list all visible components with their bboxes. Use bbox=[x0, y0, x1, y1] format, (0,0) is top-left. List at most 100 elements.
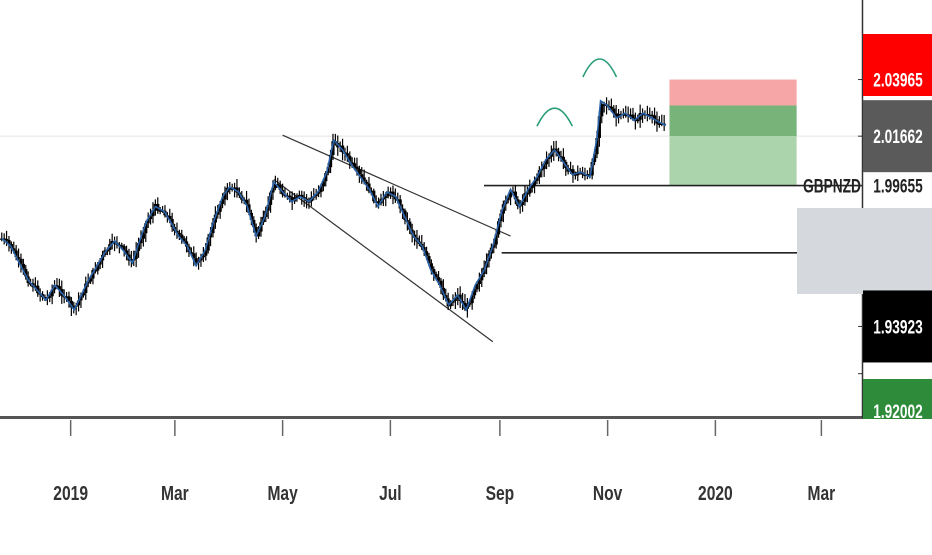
candle-body bbox=[21, 263, 25, 269]
candle-body bbox=[511, 191, 515, 194]
candle-body bbox=[139, 238, 143, 244]
candle-body bbox=[360, 174, 364, 178]
candle-body bbox=[110, 240, 114, 245]
candle-body bbox=[120, 245, 124, 247]
candle-body bbox=[429, 263, 433, 270]
candle-body bbox=[4, 238, 9, 241]
channel-lower-line bbox=[273, 179, 494, 343]
candle-body bbox=[208, 233, 213, 238]
candle-body bbox=[316, 192, 321, 194]
candle-body bbox=[72, 306, 76, 308]
candle-body bbox=[532, 180, 537, 186]
symbol-tag: GBPNZD bbox=[803, 175, 861, 197]
candle-body bbox=[141, 233, 145, 239]
candle-body bbox=[254, 227, 258, 237]
candle-body bbox=[554, 148, 558, 152]
candle-body bbox=[232, 187, 237, 189]
candle-body bbox=[631, 114, 635, 119]
x-tick-label-3: May bbox=[267, 482, 297, 504]
candle-body bbox=[2, 238, 6, 240]
candle-body bbox=[547, 156, 551, 160]
candle-body bbox=[460, 301, 465, 303]
x-tick-label-1: 2019 bbox=[53, 482, 88, 504]
candle-body bbox=[463, 302, 467, 309]
candle-body bbox=[350, 162, 354, 164]
candle-body bbox=[91, 270, 95, 279]
candle-body bbox=[530, 185, 534, 189]
candle-body bbox=[513, 191, 517, 200]
candle-body bbox=[592, 154, 597, 162]
candle-body bbox=[129, 259, 133, 261]
candle-body bbox=[148, 216, 153, 220]
price-label-bg-2 bbox=[863, 100, 932, 173]
candle-body bbox=[600, 104, 604, 117]
candle-body bbox=[201, 255, 205, 258]
candle-body bbox=[492, 244, 496, 248]
candle-body bbox=[67, 296, 71, 301]
candle-body bbox=[458, 294, 462, 302]
candle-body bbox=[206, 237, 210, 251]
candle-body bbox=[96, 264, 100, 271]
candle-body bbox=[628, 114, 633, 117]
candle-body bbox=[468, 303, 472, 305]
candle-body bbox=[295, 196, 299, 198]
price-line bbox=[1, 99, 667, 312]
candle-body bbox=[158, 210, 162, 212]
candle-body bbox=[57, 286, 61, 289]
candle-body bbox=[427, 256, 431, 264]
price-label-3: 1.99655 bbox=[873, 175, 922, 197]
candle-body bbox=[288, 195, 292, 198]
candle-body bbox=[189, 252, 193, 254]
x-tick-label-4: Jul bbox=[379, 482, 402, 504]
candle-body bbox=[64, 296, 69, 298]
candle-body bbox=[475, 284, 479, 290]
candle-body bbox=[424, 251, 429, 257]
candle-body bbox=[33, 285, 37, 288]
candle-body bbox=[16, 257, 21, 259]
candle-body bbox=[523, 193, 527, 202]
candle-body bbox=[352, 163, 357, 167]
candle-body bbox=[297, 194, 301, 197]
candle-body bbox=[247, 204, 251, 213]
candle-body bbox=[14, 250, 18, 258]
candle-body bbox=[614, 113, 618, 118]
candle-body bbox=[146, 219, 150, 224]
profit-zone-remaining bbox=[669, 136, 797, 186]
candle-body bbox=[177, 232, 181, 235]
candle-body bbox=[211, 222, 215, 234]
candle-body bbox=[535, 177, 539, 181]
candle-body bbox=[494, 234, 498, 245]
price-label-5: 1.92002 bbox=[873, 401, 922, 423]
candle-body bbox=[228, 187, 232, 190]
candle-body bbox=[357, 169, 361, 175]
price-label-4: 1.93923 bbox=[873, 316, 922, 338]
candle-body bbox=[657, 123, 661, 126]
candle-body bbox=[136, 243, 141, 251]
candle-body bbox=[105, 250, 109, 252]
candle-body bbox=[268, 192, 273, 205]
candle-body bbox=[348, 155, 352, 163]
candle-body bbox=[403, 210, 407, 221]
candle-body bbox=[470, 295, 474, 304]
candle-body bbox=[256, 231, 261, 237]
candle-body bbox=[451, 300, 455, 303]
candle-body bbox=[180, 234, 184, 239]
x-tick-label-2: Mar bbox=[161, 482, 189, 504]
candle-body bbox=[319, 186, 323, 193]
candle-body bbox=[266, 204, 270, 211]
candle-body bbox=[81, 293, 85, 296]
x-tick-label-8: Mar bbox=[808, 482, 836, 504]
candle-body bbox=[506, 197, 510, 201]
candle-body bbox=[273, 184, 277, 189]
candle-body bbox=[216, 211, 220, 215]
candle-body bbox=[525, 193, 529, 195]
candle-body bbox=[508, 192, 513, 198]
candle-body bbox=[7, 239, 11, 244]
candle-body bbox=[69, 300, 73, 308]
price-label-1: 2.03965 bbox=[873, 69, 922, 91]
candle-body bbox=[223, 192, 227, 200]
candle-body bbox=[324, 173, 328, 182]
price-label-2: 2.01662 bbox=[873, 126, 922, 148]
candle-body bbox=[235, 187, 239, 193]
